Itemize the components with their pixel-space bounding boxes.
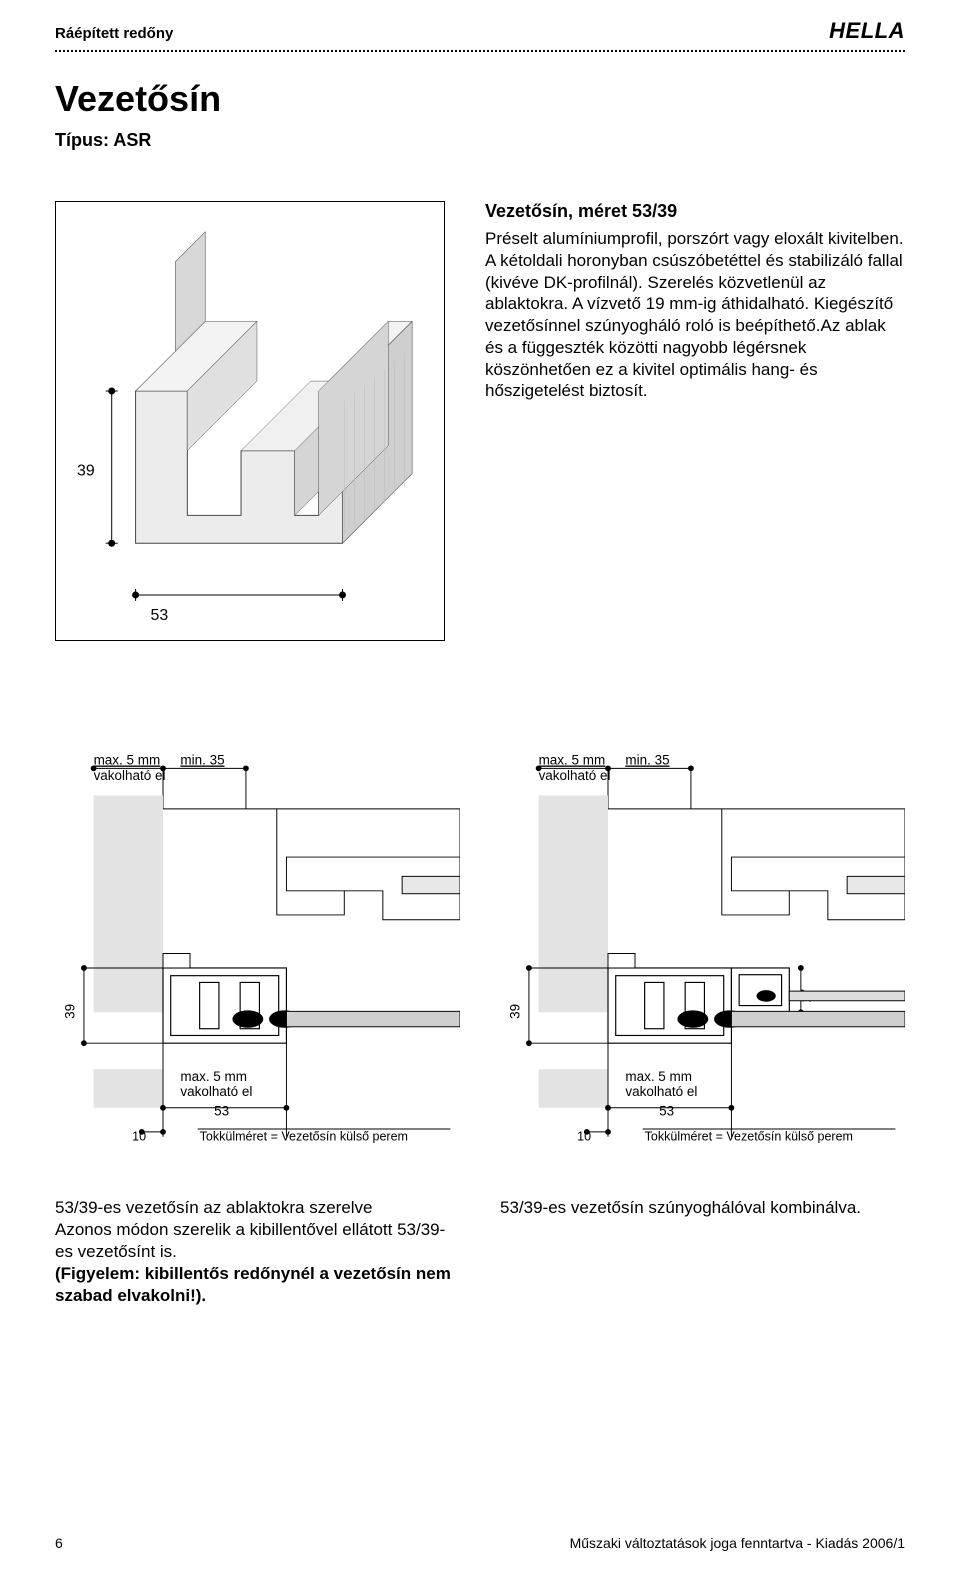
svg-text:Tokkülméret = Vezetősín külső: Tokkülméret = Vezetősín külső perem [645,1130,853,1144]
caption-left-l1: 53/39-es vezetősín az ablaktokra szerelv… [55,1197,460,1219]
section-left: max. 5 mm vakolható el min. 35 [55,751,460,1171]
svg-text:53: 53 [659,1103,674,1118]
doc-type: Ráépített redőny [55,25,173,42]
svg-text:Tokkülméret = Vezetősín külső: Tokkülméret = Vezetősín külső perem [200,1130,408,1144]
svg-text:max. 5 mm: max. 5 mm [94,752,161,767]
brand-logo: HELLA [829,18,905,44]
section-right: max. 5 mm vakolható el min. 35 [500,751,905,1171]
desc-title: Vezetősín, méret 53/39 [485,201,905,222]
svg-text:max. 5 mm: max. 5 mm [180,1069,247,1084]
caption-left-l3: (Figyelem: kibillentős redőnynél a vezet… [55,1263,460,1307]
svg-text:39: 39 [507,1004,522,1019]
page-title: Vezetősín [55,78,905,120]
footer-text: Műszaki változtatások joga fenntartva - … [570,1535,905,1551]
svg-text:min. 35: min. 35 [625,752,669,767]
svg-text:vakolható el: vakolható el [94,768,166,783]
header-rule [55,50,905,52]
svg-text:vakolható el: vakolható el [539,768,611,783]
svg-text:vakolható el: vakolható el [625,1084,697,1099]
svg-text:vakolható el: vakolható el [180,1084,252,1099]
svg-text:max. 5 mm: max. 5 mm [625,1069,692,1084]
svg-text:53: 53 [214,1103,229,1118]
profile-svg: 39 53 [56,202,444,640]
svg-text:max. 5 mm: max. 5 mm [539,752,606,767]
svg-text:min. 35: min. 35 [180,752,224,767]
profile-figure: 39 53 [55,201,445,641]
caption-left-l2: Azonos módon szerelik a kibillentővel el… [55,1219,460,1263]
dim-53: 53 [151,607,169,624]
caption-right: 53/39-es vezetősín szúnyoghálóval kombin… [500,1197,905,1307]
desc-body: Préselt alumíniumprofil, porszórt vagy e… [485,228,905,402]
caption-left: 53/39-es vezetősín az ablaktokra szerelv… [55,1197,460,1307]
dim-39: 39 [77,463,95,480]
svg-text:39: 39 [62,1004,77,1019]
page-number: 6 [55,1535,63,1551]
page-subtitle: Típus: ASR [55,130,905,151]
